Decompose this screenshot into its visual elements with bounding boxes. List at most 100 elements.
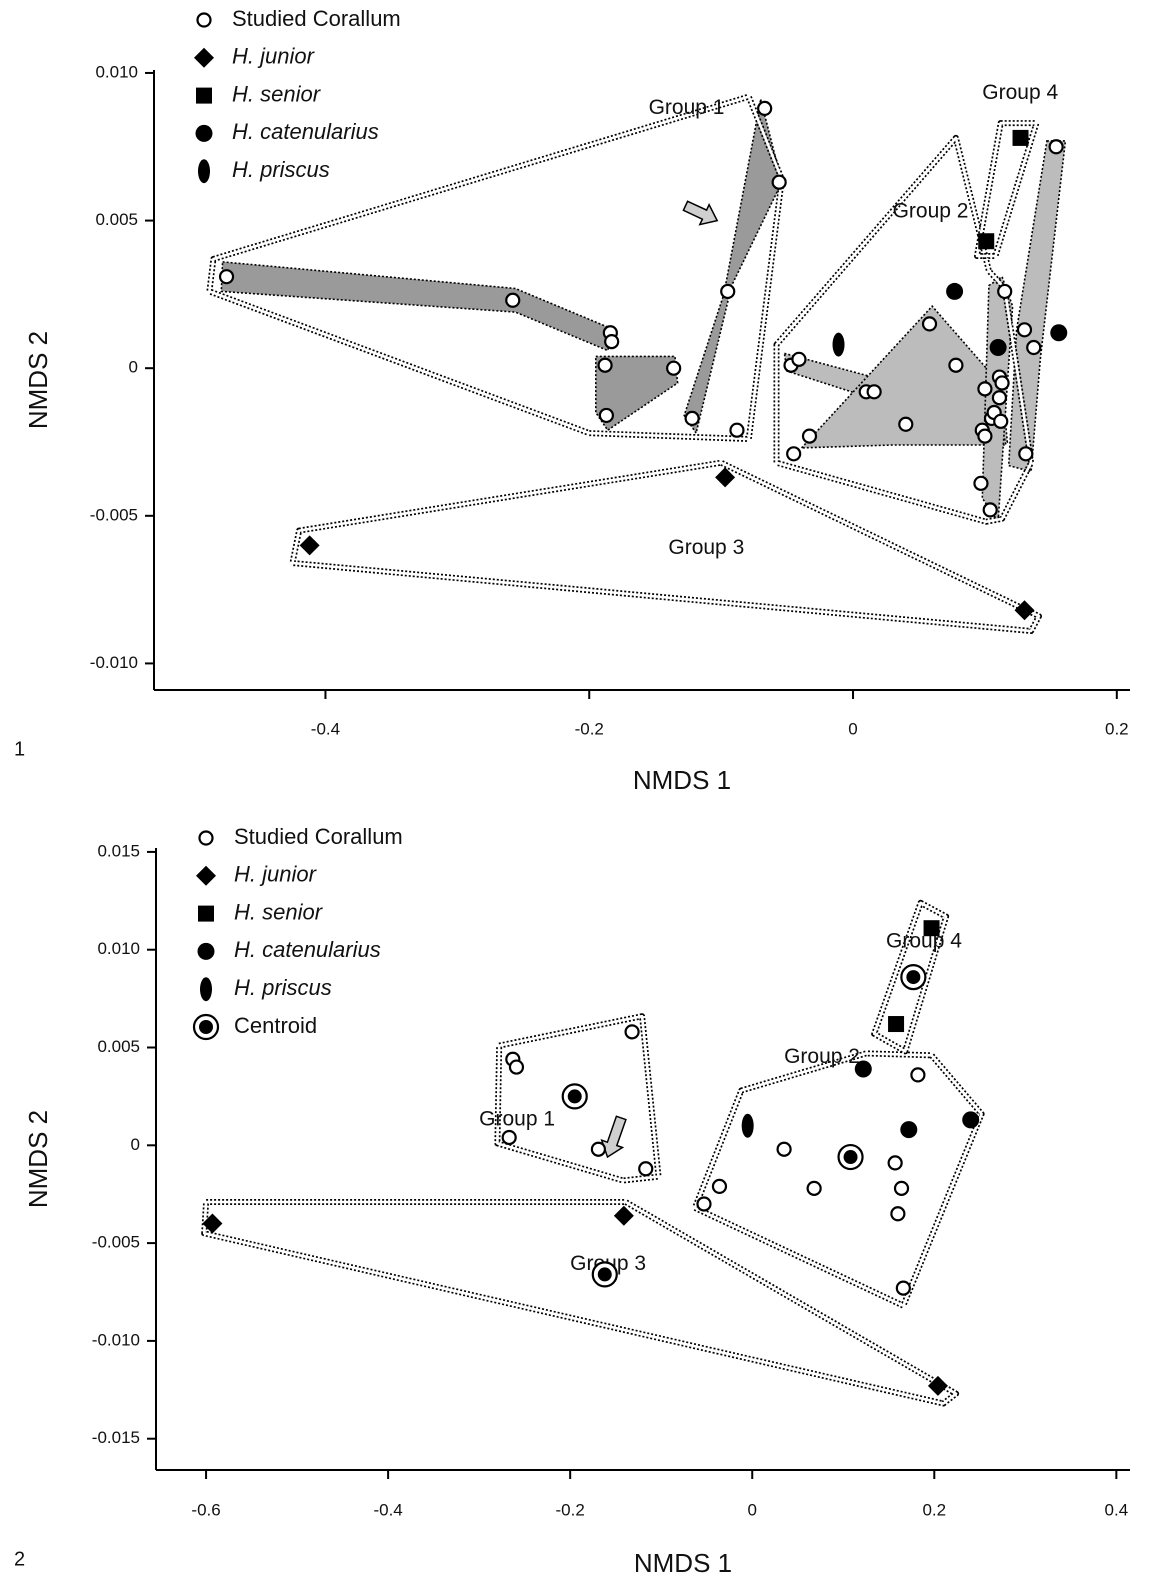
data-point-ellipse	[832, 332, 845, 357]
x-tick-label: -0.4	[373, 1500, 402, 1519]
data-point-open-circle	[666, 360, 682, 376]
data-point-open-circle	[1016, 322, 1033, 338]
subgroup-shaded-area	[220, 261, 616, 352]
data-point-centroid	[591, 1261, 618, 1288]
legend-label: H. catenularius	[232, 119, 379, 144]
panel-1-plot: Group 1 Group 2 Group 3 Group 4 -0.4 -0.2 0 0.2…	[14, 6, 1130, 795]
data-point-square	[923, 920, 940, 937]
x-tick-label: 0.4	[1105, 1500, 1129, 1519]
data-point-diamond	[1014, 600, 1035, 621]
y-tick-label: -0.010	[92, 1330, 140, 1349]
data-point-open-circle	[866, 384, 882, 400]
legend-label: Centroid	[234, 1013, 317, 1038]
data-point-open-circle	[994, 375, 1010, 391]
data-point-open-circle	[776, 1141, 792, 1157]
legend-marker-filled-circle	[195, 124, 213, 142]
data-point-open-circle	[1026, 339, 1042, 356]
data-point-open-circle	[890, 1206, 906, 1222]
legend-marker-open-circle	[196, 12, 212, 28]
group-hull-3	[289, 459, 1042, 634]
x-axis-title: NMDS 1	[633, 765, 731, 795]
data-point-open-circle	[218, 269, 235, 285]
data-point-filled-circle	[989, 339, 1007, 357]
group-label: Group 1	[649, 96, 725, 119]
legend-label: H. senior	[234, 899, 324, 924]
group-hull-4	[974, 120, 1040, 259]
group-label: Group 3	[668, 536, 744, 559]
data-point-open-circle	[921, 316, 938, 332]
x-tick-label: 0	[747, 1500, 756, 1519]
subgroup-shaded-area	[594, 355, 679, 432]
subgroup-shaded-area	[683, 99, 783, 436]
panel-number: 2	[14, 1548, 25, 1570]
data-point-open-circle	[977, 428, 993, 444]
data-point-diamond	[613, 1205, 634, 1226]
legend-label: H. priscus	[234, 975, 332, 1000]
x-axis-title: NMDS 1	[634, 1548, 732, 1576]
data-point-centroid	[900, 963, 927, 991]
legend-label: H. priscus	[232, 157, 330, 182]
data-point-open-circle	[1048, 139, 1064, 155]
y-tick-label: 0.010	[95, 62, 138, 81]
data-point-diamond	[927, 1375, 948, 1396]
data-point-square	[978, 233, 995, 250]
y-tick-label: 0	[129, 358, 138, 377]
y-axis-title: NMDS 2	[23, 331, 53, 429]
data-point-filled-circle	[900, 1121, 918, 1139]
group-hull-1	[206, 93, 785, 442]
legend-marker-square	[196, 87, 212, 104]
data-point-open-circle	[806, 1180, 822, 1196]
data-point-open-circle	[590, 1141, 606, 1157]
data-point-open-circle	[598, 407, 614, 424]
y-tick-label: 0.015	[97, 841, 140, 860]
data-point-open-circle	[801, 428, 818, 444]
data-point-open-circle	[910, 1067, 926, 1083]
data-point-open-circle	[948, 357, 964, 373]
data-point-open-circle	[505, 292, 521, 308]
x-tick-label: -0.4	[311, 719, 340, 738]
data-point-open-circle	[757, 100, 773, 116]
legend-label: Studied Corallum	[234, 824, 403, 849]
data-point-filled-circle	[962, 1111, 980, 1129]
y-tick-label: -0.015	[92, 1428, 140, 1447]
data-point-open-circle	[729, 422, 745, 438]
data-point-centroid	[561, 1083, 588, 1110]
group-label: Group 1	[479, 1107, 555, 1130]
data-point-open-circle	[982, 502, 998, 518]
data-point-filled-circle	[946, 282, 964, 300]
x-tick-label: -0.2	[556, 1500, 585, 1519]
data-point-open-circle	[508, 1059, 525, 1075]
data-point-open-circle	[993, 413, 1009, 429]
data-point-open-circle	[887, 1155, 903, 1171]
data-point-square	[1012, 129, 1029, 146]
data-point-ellipse	[741, 1113, 754, 1138]
panel-number: 1	[14, 738, 25, 760]
legend-marker-filled-circle	[197, 942, 215, 960]
data-point-open-circle	[977, 381, 993, 397]
x-tick-label: -0.2	[575, 719, 604, 738]
data-point-centroid	[837, 1143, 864, 1171]
data-point-open-circle	[597, 357, 613, 373]
data-point-open-circle	[786, 446, 802, 462]
y-tick-label: -0.005	[92, 1233, 140, 1252]
data-point-open-circle	[991, 390, 1008, 406]
data-point-open-circle	[638, 1161, 654, 1177]
data-point-diamond	[299, 535, 320, 556]
x-tick-label: 0.2	[922, 1500, 946, 1519]
data-point-open-circle	[711, 1178, 728, 1194]
data-point-open-circle	[791, 351, 807, 367]
legend-marker-diamond	[194, 47, 214, 68]
x-tick-label: 0.2	[1105, 719, 1129, 738]
y-tick-label: 0.005	[97, 1037, 140, 1056]
legend-marker-ellipse	[200, 977, 212, 1002]
y-tick-label: 0.010	[97, 939, 140, 958]
legend-label: H. senior	[232, 81, 322, 106]
data-point-open-circle	[997, 283, 1013, 300]
y-axis-title: NMDS 2	[23, 1110, 53, 1208]
group-hull-3	[201, 1199, 960, 1407]
group-hull-2	[691, 1050, 985, 1309]
group-label: Group 4	[982, 81, 1058, 104]
data-point-open-circle	[895, 1280, 911, 1296]
